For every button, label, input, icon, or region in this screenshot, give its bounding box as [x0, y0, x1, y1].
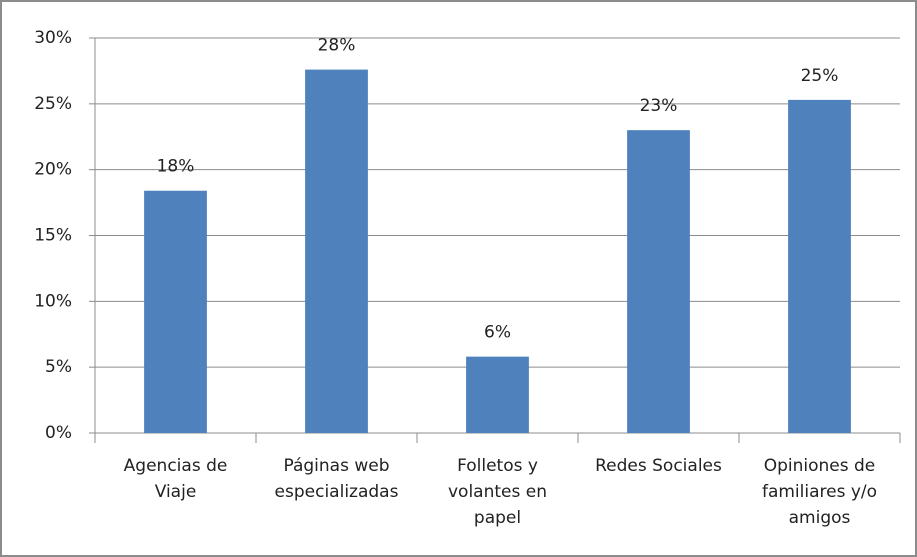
bar — [627, 130, 690, 433]
data-label: 25% — [801, 66, 839, 86]
y-tick-label: 20% — [34, 160, 72, 180]
x-tick-label: Agencias de Viaje — [123, 456, 228, 502]
y-tick-label: 10% — [34, 291, 72, 311]
y-tick-label: 5% — [45, 357, 72, 377]
x-tick-label: Opiniones de familiares y/o amigos — [761, 456, 878, 528]
x-tick-label: Redes Sociales — [595, 456, 722, 476]
data-label: 6% — [484, 323, 511, 343]
x-tick-label: Páginas web especializadas — [274, 456, 399, 502]
bar — [466, 356, 529, 433]
x-tick-label: Folletos y volantes en papel — [448, 456, 547, 528]
bar — [305, 69, 368, 433]
y-tick-label: 25% — [34, 94, 72, 114]
bar — [788, 99, 851, 433]
y-tick-label: 0% — [45, 423, 72, 443]
y-tick-label: 30% — [34, 28, 72, 48]
bar — [144, 190, 207, 433]
y-tick-label: 15% — [34, 226, 72, 246]
data-label: 23% — [640, 96, 678, 116]
data-label: 28% — [318, 36, 356, 56]
data-label: 18% — [157, 157, 195, 177]
